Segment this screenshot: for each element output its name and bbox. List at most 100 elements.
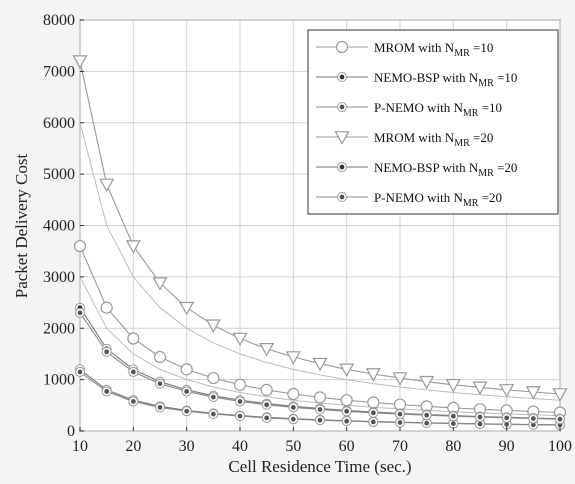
series-markers-group [75,307,565,425]
x-tick-label: 90 [499,438,515,455]
x-axis-title: Cell Residence Time (sec.) [228,457,411,476]
legend-label: MROM with NMR =20 [374,130,493,149]
data-point-core [530,422,536,428]
data-point [287,387,300,401]
y-tick-label: 4000 [43,218,75,235]
data-point-core [104,389,110,394]
data-point [340,394,353,407]
legend-box [307,29,559,215]
data-point-core [317,407,323,412]
data-point [73,239,87,253]
data-point-core [237,399,243,404]
data-point-core [504,422,510,427]
legend-marker-core [339,74,345,80]
x-axis-ticks: 10 20 30 40 50 60 70 80 90 100 [72,427,572,455]
data-point-core [557,416,563,422]
data-point-core [450,421,456,427]
legend: MROM with NMR =10 NEMO-BSP with NMR =10 P-… [307,29,559,215]
data-point-core [210,411,216,417]
data-point [125,240,141,254]
data-point-core [184,389,190,394]
data-point-core [477,421,483,427]
data-point-core [477,414,483,420]
data-point [153,350,167,364]
data-point-core [237,413,243,419]
data-point-core [77,310,83,316]
data-point-core [397,420,403,425]
data-point [100,301,113,314]
x-tick-label: 70 [392,438,408,455]
y-tick-label: 8000 [43,12,75,29]
data-point-core [130,399,136,404]
legend-label: MROM with NMR =10 [374,40,493,59]
legend-label: P-NEMO with NMR =10 [374,100,502,119]
x-tick-label: 30 [179,438,195,455]
y-tick-label: 7000 [43,63,75,80]
x-tick-label: 80 [445,438,461,455]
data-point [365,368,381,382]
x-tick-label: 100 [548,438,572,455]
data-point [152,277,168,291]
data-point [339,363,355,378]
data-point [205,319,221,333]
data-point-core [290,416,296,422]
legend-marker [334,131,350,145]
data-point-core [264,415,270,421]
data-point-core [530,416,536,421]
data-point-core [450,413,456,419]
data-point [525,386,541,400]
data-point [419,375,435,390]
series-markers-group [75,366,565,431]
y-tick-label: 0 [67,423,75,440]
data-point-core [104,349,110,355]
y-tick-label: 2000 [43,320,75,337]
data-point-core [77,369,83,375]
data-point-core [317,417,323,423]
data-point [313,391,327,404]
data-point [207,371,220,385]
x-tick-label: 60 [339,438,355,455]
data-point-core [130,369,136,375]
data-point [312,357,328,372]
x-tick-label: 40 [232,438,248,455]
series-markers [72,55,568,431]
data-point-core [290,404,296,410]
data-point [367,396,380,409]
data-point-core [370,419,376,425]
y-axis-ticks: 0 1000 2000 3000 4000 5000 6000 7000 8000 [43,12,84,440]
data-point [445,378,461,393]
data-point [127,332,140,345]
x-tick-label: 50 [285,438,301,455]
legend-marker-core [339,194,345,200]
y-tick-label: 3000 [43,269,75,286]
data-point [259,343,275,357]
data-point [392,372,408,386]
data-point-core [504,415,510,421]
data-point-core [210,394,216,400]
data-point-core [424,420,430,426]
data-point-core [397,411,403,417]
y-tick-label: 5000 [43,166,75,183]
data-point [72,55,88,69]
data-point [179,301,195,316]
data-point-core [344,418,350,424]
legend-label: NEMO-BSP with NMR =10 [374,70,517,89]
data-point [180,363,193,376]
x-tick-label: 20 [125,438,141,455]
legend-marker-core [339,104,345,110]
legend-label: P-NEMO with NMR =20 [374,190,502,209]
data-point [285,351,301,365]
series-markers-group [72,55,568,402]
data-point [99,178,115,193]
data-point-core [370,410,376,416]
data-point-core [264,402,270,408]
data-point [232,332,248,347]
data-point-core [157,404,163,410]
data-point [552,388,568,402]
legend-label: NEMO-BSP with NMR =20 [374,160,517,179]
data-point [472,381,488,396]
y-tick-label: 6000 [43,115,75,132]
data-point-core [424,412,430,418]
data-point-core [157,381,163,387]
